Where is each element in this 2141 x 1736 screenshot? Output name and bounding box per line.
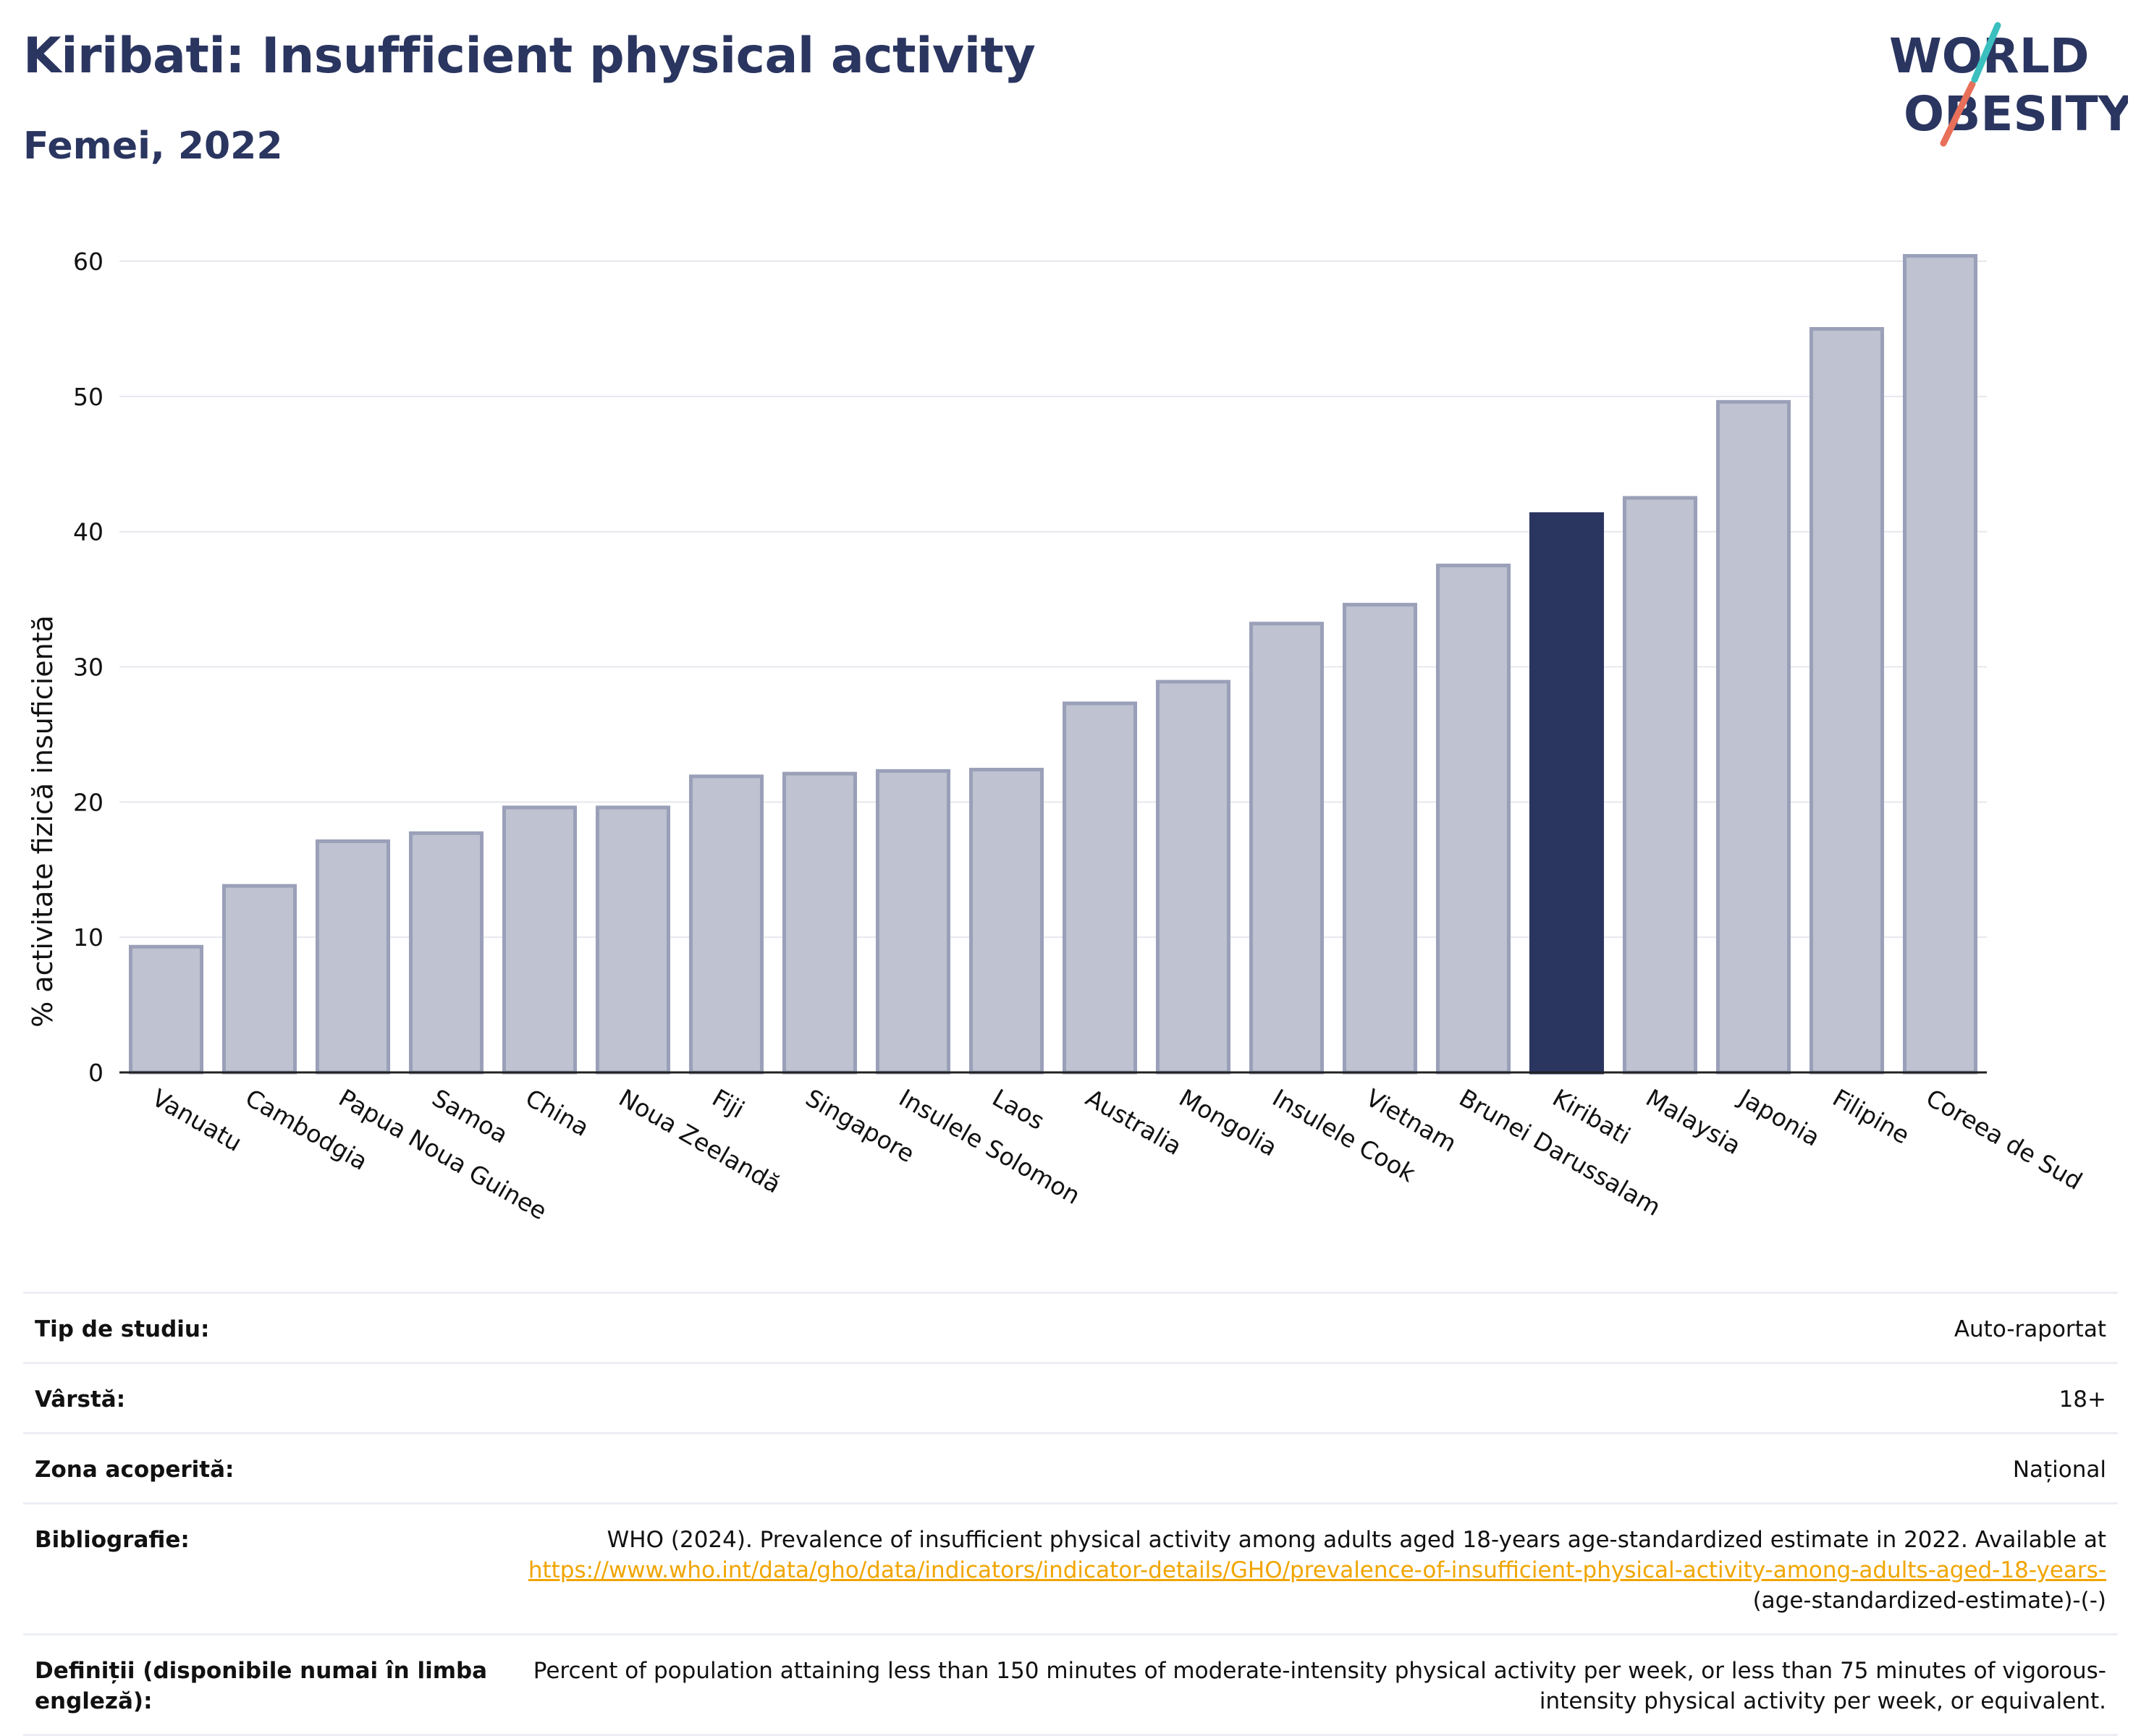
info-label: Bibliografie: [35, 1527, 190, 1553]
bar-brunei-darussalam [1435, 563, 1511, 1075]
x-tick-label: China [521, 1083, 594, 1142]
info-label: Definiții (disponibile numai în limba en… [35, 1658, 488, 1714]
x-tick-label: Mongolia [1175, 1083, 1283, 1161]
info-table: Tip de studiu: Auto-raportat Vârstă: 18+… [23, 1292, 2118, 1736]
bar-noua-zeeland- [595, 805, 671, 1075]
bibliography-suffix: (age-standardized-estimate)-(-) [1752, 1588, 2106, 1614]
bar-malaysia [1622, 496, 1698, 1075]
bar-samoa [408, 831, 484, 1075]
bar-vietnam [1342, 603, 1418, 1075]
bar-cambodgia [221, 884, 297, 1075]
info-value: Percent of population attaining less tha… [533, 1658, 2106, 1714]
bar-fiji [688, 774, 764, 1075]
bar-insulele-cook [1249, 622, 1325, 1075]
y-tick-label: 10 [73, 923, 104, 952]
grid-lines [119, 261, 1987, 939]
bar-laos [968, 768, 1044, 1075]
info-value: Auto-raportat [1954, 1316, 2106, 1342]
x-tick-label: Insulele Solomon [895, 1083, 1086, 1210]
bar-china [502, 805, 578, 1075]
y-tick-label: 50 [73, 383, 104, 411]
x-tick-label: Filipine [1828, 1083, 1914, 1149]
bar-insulele-solomon [875, 769, 951, 1075]
chart-title: Kiribati: Insufficient physical activity [23, 27, 1036, 85]
bar-japonia [1715, 399, 1791, 1075]
info-label: Zona acoperită: [35, 1457, 235, 1483]
logo-slash-coral [1940, 80, 1976, 147]
x-tick-label: Malaysia [1642, 1083, 1746, 1160]
bar-singapore [782, 771, 858, 1075]
bar-mongolia [1155, 679, 1231, 1075]
bar-filipine [1809, 326, 1885, 1075]
info-row-study-type: Tip de studiu: Auto-raportat [23, 1292, 2118, 1362]
info-row-bibliography: Bibliografie: WHO (2024). Prevalence of … [23, 1502, 2118, 1633]
info-row-coverage: Zona acoperită: Național [23, 1432, 2118, 1502]
info-value: 18+ [2058, 1386, 2106, 1413]
y-tick-label: 60 [73, 247, 104, 276]
bibliography-link[interactable]: https://www.who.int/data/gho/data/indica… [528, 1557, 2106, 1583]
y-tick-labels: 0 10 20 30 40 50 60 [73, 247, 104, 1087]
y-tick-label: 0 [88, 1059, 104, 1087]
bar-australia [1062, 701, 1138, 1075]
info-row-definitions: Definiții (disponibile numai în limba en… [23, 1633, 2118, 1736]
y-tick-label: 30 [73, 653, 104, 682]
chart-subtitle: Femei, 2022 [23, 124, 283, 168]
y-tick-label: 40 [73, 518, 104, 546]
info-label: Vârstă: [35, 1386, 126, 1413]
x-tick-label: Australia [1081, 1083, 1187, 1161]
world-obesity-logo: WORLD OBESITY [1889, 22, 2128, 147]
bar-kiribati [1529, 512, 1605, 1075]
y-tick-label: 20 [73, 788, 104, 816]
x-tick-label: Coreea de Sud [1922, 1083, 2087, 1195]
bar-vanuatu [128, 944, 204, 1075]
info-value: WHO (2024). Prevalence of insufficient p… [498, 1525, 2106, 1616]
logo-line2: OBESITY [1904, 86, 2128, 142]
x-tick-label: Noua Zeelandă [615, 1083, 786, 1198]
y-axis-label: % activitate fizică insuficientă [27, 615, 59, 1028]
x-tick-label: Laos [988, 1083, 1050, 1135]
x-tick-label: Vanuatu [148, 1083, 247, 1157]
logo-slash-teal [1971, 22, 2001, 83]
bars [128, 254, 1978, 1075]
logo-line1: WORLD [1889, 28, 2090, 84]
x-tick-label: Fiji [708, 1083, 750, 1124]
bar-coreea-de-sud [1902, 254, 1978, 1075]
info-value: Național [2012, 1457, 2106, 1483]
bibliography-text: WHO (2024). Prevalence of insufficient p… [607, 1527, 2106, 1553]
bar-papua-noua-guinee [315, 839, 391, 1075]
info-row-age: Vârstă: 18+ [23, 1362, 2118, 1432]
info-label: Tip de studiu: [35, 1316, 210, 1342]
x-tick-label: Japonia [1734, 1083, 1825, 1151]
